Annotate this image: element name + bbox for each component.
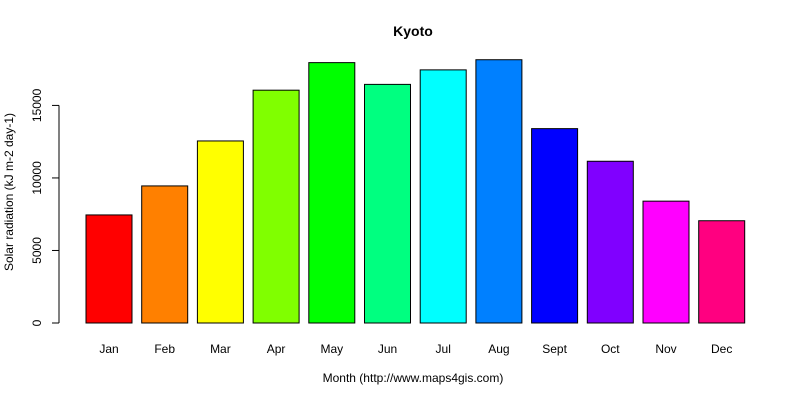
y-tick-label: 5000 xyxy=(30,237,44,264)
x-tick-label: Jul xyxy=(436,342,451,356)
x-tick-label: Feb xyxy=(154,342,175,356)
bar-sept xyxy=(531,128,579,324)
y-tick-label: 10000 xyxy=(30,161,44,195)
x-tick-label: Jun xyxy=(378,342,397,356)
bar-mar xyxy=(196,140,244,324)
x-tick-label: Sept xyxy=(542,342,567,356)
x-tick-label: May xyxy=(320,342,343,356)
bar-may xyxy=(308,62,356,324)
x-tick-label: Oct xyxy=(601,342,620,356)
x-axis-label: Month (http://www.maps4gis.com) xyxy=(323,371,504,385)
x-tick-label: Aug xyxy=(488,342,509,356)
bar-aug xyxy=(475,59,523,324)
y-axis: 0 5000 10000 15000 xyxy=(30,88,60,326)
x-tick-label: Nov xyxy=(655,342,676,356)
bar-nov xyxy=(642,200,690,324)
bars-group xyxy=(85,59,746,324)
y-axis-label: Solar radiation (kJ m-2 day-1) xyxy=(2,113,16,271)
y-tick-label: 0 xyxy=(30,319,44,326)
bar-jun xyxy=(364,83,411,324)
chart-title: Kyoto xyxy=(393,23,433,39)
x-tick-labels: Jan Feb Mar Apr May Jun Jul Aug Sept Oct Nov Dec xyxy=(99,342,732,356)
bar-dec xyxy=(698,220,746,324)
bar-jul xyxy=(419,69,467,324)
x-tick-label: Jan xyxy=(99,342,118,356)
bar-jan xyxy=(85,214,133,324)
bar-feb xyxy=(141,185,189,324)
bar-apr xyxy=(252,89,300,324)
x-tick-label: Apr xyxy=(267,342,286,356)
x-tick-label: Dec xyxy=(711,342,732,356)
y-tick-label: 15000 xyxy=(30,88,44,122)
x-tick-label: Mar xyxy=(210,342,231,356)
bar-oct xyxy=(586,160,634,324)
